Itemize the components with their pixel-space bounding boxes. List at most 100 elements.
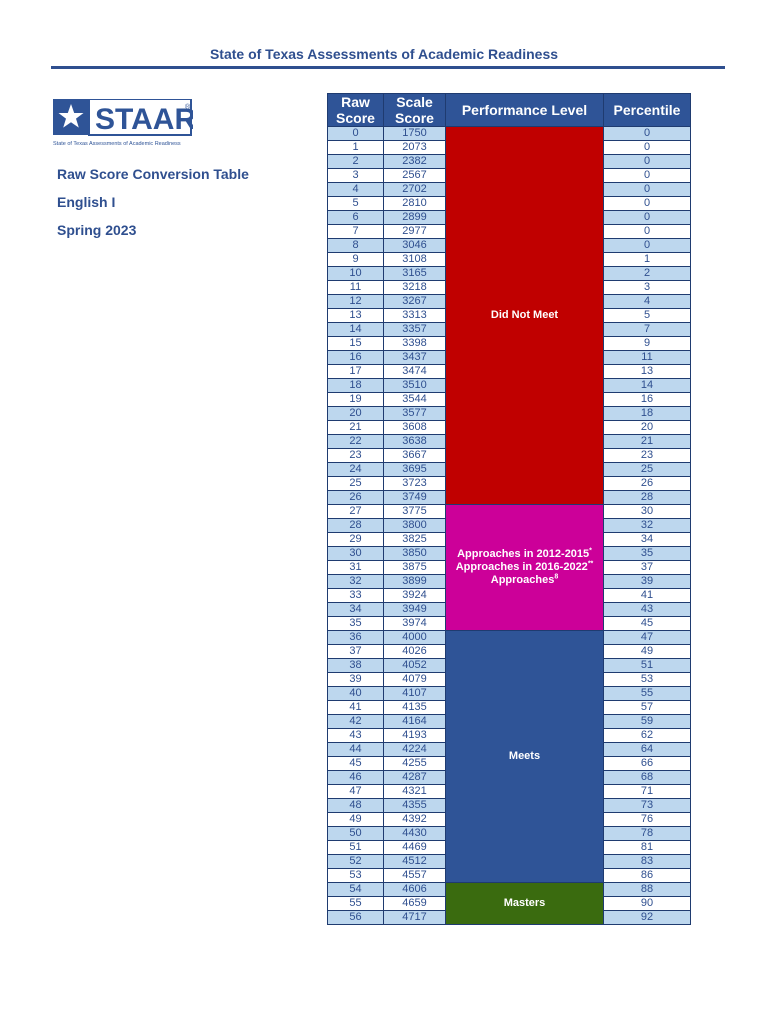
document-title: State of Texas Assessments of Academic R… (209, 46, 559, 62)
raw-score-cell: 2 (327, 154, 384, 169)
raw-score-cell: 42 (327, 714, 384, 729)
raw-score-cell: 10 (327, 266, 384, 281)
table-row: 3 2567 0 (327, 168, 691, 183)
scale-score-cell: 4321 (383, 784, 446, 799)
percentile-cell: 62 (603, 728, 691, 743)
scale-score-cell: 4135 (383, 700, 446, 715)
scale-score-cell: 4164 (383, 714, 446, 729)
table-row: 33 3924 41 (327, 588, 691, 603)
raw-score-cell: 44 (327, 742, 384, 757)
percentile-cell: 28 (603, 490, 691, 505)
raw-score-cell: 31 (327, 560, 384, 575)
scale-score-cell: 3108 (383, 252, 446, 267)
term-label: Spring 2023 (57, 222, 137, 238)
percentile-cell: 90 (603, 896, 691, 911)
percentile-cell: 16 (603, 392, 691, 407)
table-row: 8 3046 0 (327, 238, 691, 253)
percentile-cell: 64 (603, 742, 691, 757)
scale-score-cell: 3577 (383, 406, 446, 421)
table-row: 26 3749 28 (327, 490, 691, 505)
table-row: 49 4392 76 (327, 812, 691, 827)
percentile-cell: 35 (603, 546, 691, 561)
percentile-cell: 0 (603, 224, 691, 239)
percentile-cell: 0 (603, 238, 691, 253)
raw-score-cell: 38 (327, 658, 384, 673)
raw-score-cell: 0 (327, 126, 384, 141)
scale-score-cell: 3218 (383, 280, 446, 295)
scale-score-cell: 4000 (383, 630, 446, 645)
level-meets: Meets (445, 630, 604, 883)
table-row: 34 3949 43 (327, 602, 691, 617)
percentile-cell: 4 (603, 294, 691, 309)
scale-score-cell: 4430 (383, 826, 446, 841)
percentile-header: Percentile (603, 93, 691, 127)
raw-score-cell: 48 (327, 798, 384, 813)
percentile-cell: 26 (603, 476, 691, 491)
raw-score-cell: 15 (327, 336, 384, 351)
scale-score-cell: 3165 (383, 266, 446, 281)
percentile-cell: 18 (603, 406, 691, 421)
raw-score-cell: 17 (327, 364, 384, 379)
table-row: 45 4255 66 (327, 756, 691, 771)
staar-logo: STAAR ® State of Texas Assessments of Ac… (53, 98, 196, 149)
scale-score-cell: 4026 (383, 644, 446, 659)
percentile-cell: 41 (603, 588, 691, 603)
table-row: 22 3638 21 (327, 434, 691, 449)
scale-score-cell: 4193 (383, 728, 446, 743)
percentile-cell: 73 (603, 798, 691, 813)
table-row: 51 4469 81 (327, 840, 691, 855)
scale-score-cell: 3267 (383, 294, 446, 309)
scale-score-cell: 3850 (383, 546, 446, 561)
title-divider (51, 66, 725, 69)
raw-score-cell: 52 (327, 854, 384, 869)
subject-label: English I (57, 194, 116, 210)
raw-score-cell: 28 (327, 518, 384, 533)
percentile-cell: 21 (603, 434, 691, 449)
scale-score-cell: 2073 (383, 140, 446, 155)
percentile-cell: 30 (603, 504, 691, 519)
raw-score-cell: 25 (327, 476, 384, 491)
percentile-cell: 0 (603, 140, 691, 155)
scale-score-cell: 3667 (383, 448, 446, 463)
raw-score-cell: 24 (327, 462, 384, 477)
raw-score-cell: 47 (327, 784, 384, 799)
raw-score-cell: 8 (327, 238, 384, 253)
table-row: 36 4000 Meets 47 (327, 630, 691, 883)
table-header-row: Raw Score Scale Score Performance Level Pe… (327, 93, 691, 127)
scale-score-cell: 3974 (383, 616, 446, 631)
table-row: 11 3218 3 (327, 280, 691, 295)
table-row: 19 3544 16 (327, 392, 691, 407)
raw-score-cell: 29 (327, 532, 384, 547)
raw-score-cell: 14 (327, 322, 384, 337)
raw-score-cell: 40 (327, 686, 384, 701)
scale-score-cell: 2702 (383, 182, 446, 197)
scale-score-cell: 3046 (383, 238, 446, 253)
scale-score-cell: 3544 (383, 392, 446, 407)
percentile-cell: 43 (603, 602, 691, 617)
percentile-cell: 32 (603, 518, 691, 533)
percentile-cell: 25 (603, 462, 691, 477)
scale-score-cell: 3775 (383, 504, 446, 519)
raw-score-cell: 30 (327, 546, 384, 561)
level-masters: Masters (445, 882, 604, 925)
raw-score-cell: 53 (327, 868, 384, 883)
raw-score-cell: 36 (327, 630, 384, 645)
scale-score-cell: 4512 (383, 854, 446, 869)
raw-score-cell: 9 (327, 252, 384, 267)
percentile-cell: 0 (603, 154, 691, 169)
percentile-cell: 59 (603, 714, 691, 729)
table-row: 29 3825 34 (327, 532, 691, 547)
table-row: 10 3165 2 (327, 266, 691, 281)
percentile-cell: 53 (603, 672, 691, 687)
raw-score-cell: 1 (327, 140, 384, 155)
percentile-cell: 7 (603, 322, 691, 337)
percentile-cell: 34 (603, 532, 691, 547)
conversion-table: Raw Score Scale Score Performance Level Pe… (327, 93, 691, 925)
scale-score-cell: 2810 (383, 196, 446, 211)
scale-score-cell: 4659 (383, 896, 446, 911)
percentile-cell: 76 (603, 812, 691, 827)
table-row: 28 3800 32 (327, 518, 691, 533)
level-approaches: Approaches in 2012-2015* Approaches in 20… (445, 504, 604, 631)
raw-score-cell: 23 (327, 448, 384, 463)
percentile-cell: 1 (603, 252, 691, 267)
